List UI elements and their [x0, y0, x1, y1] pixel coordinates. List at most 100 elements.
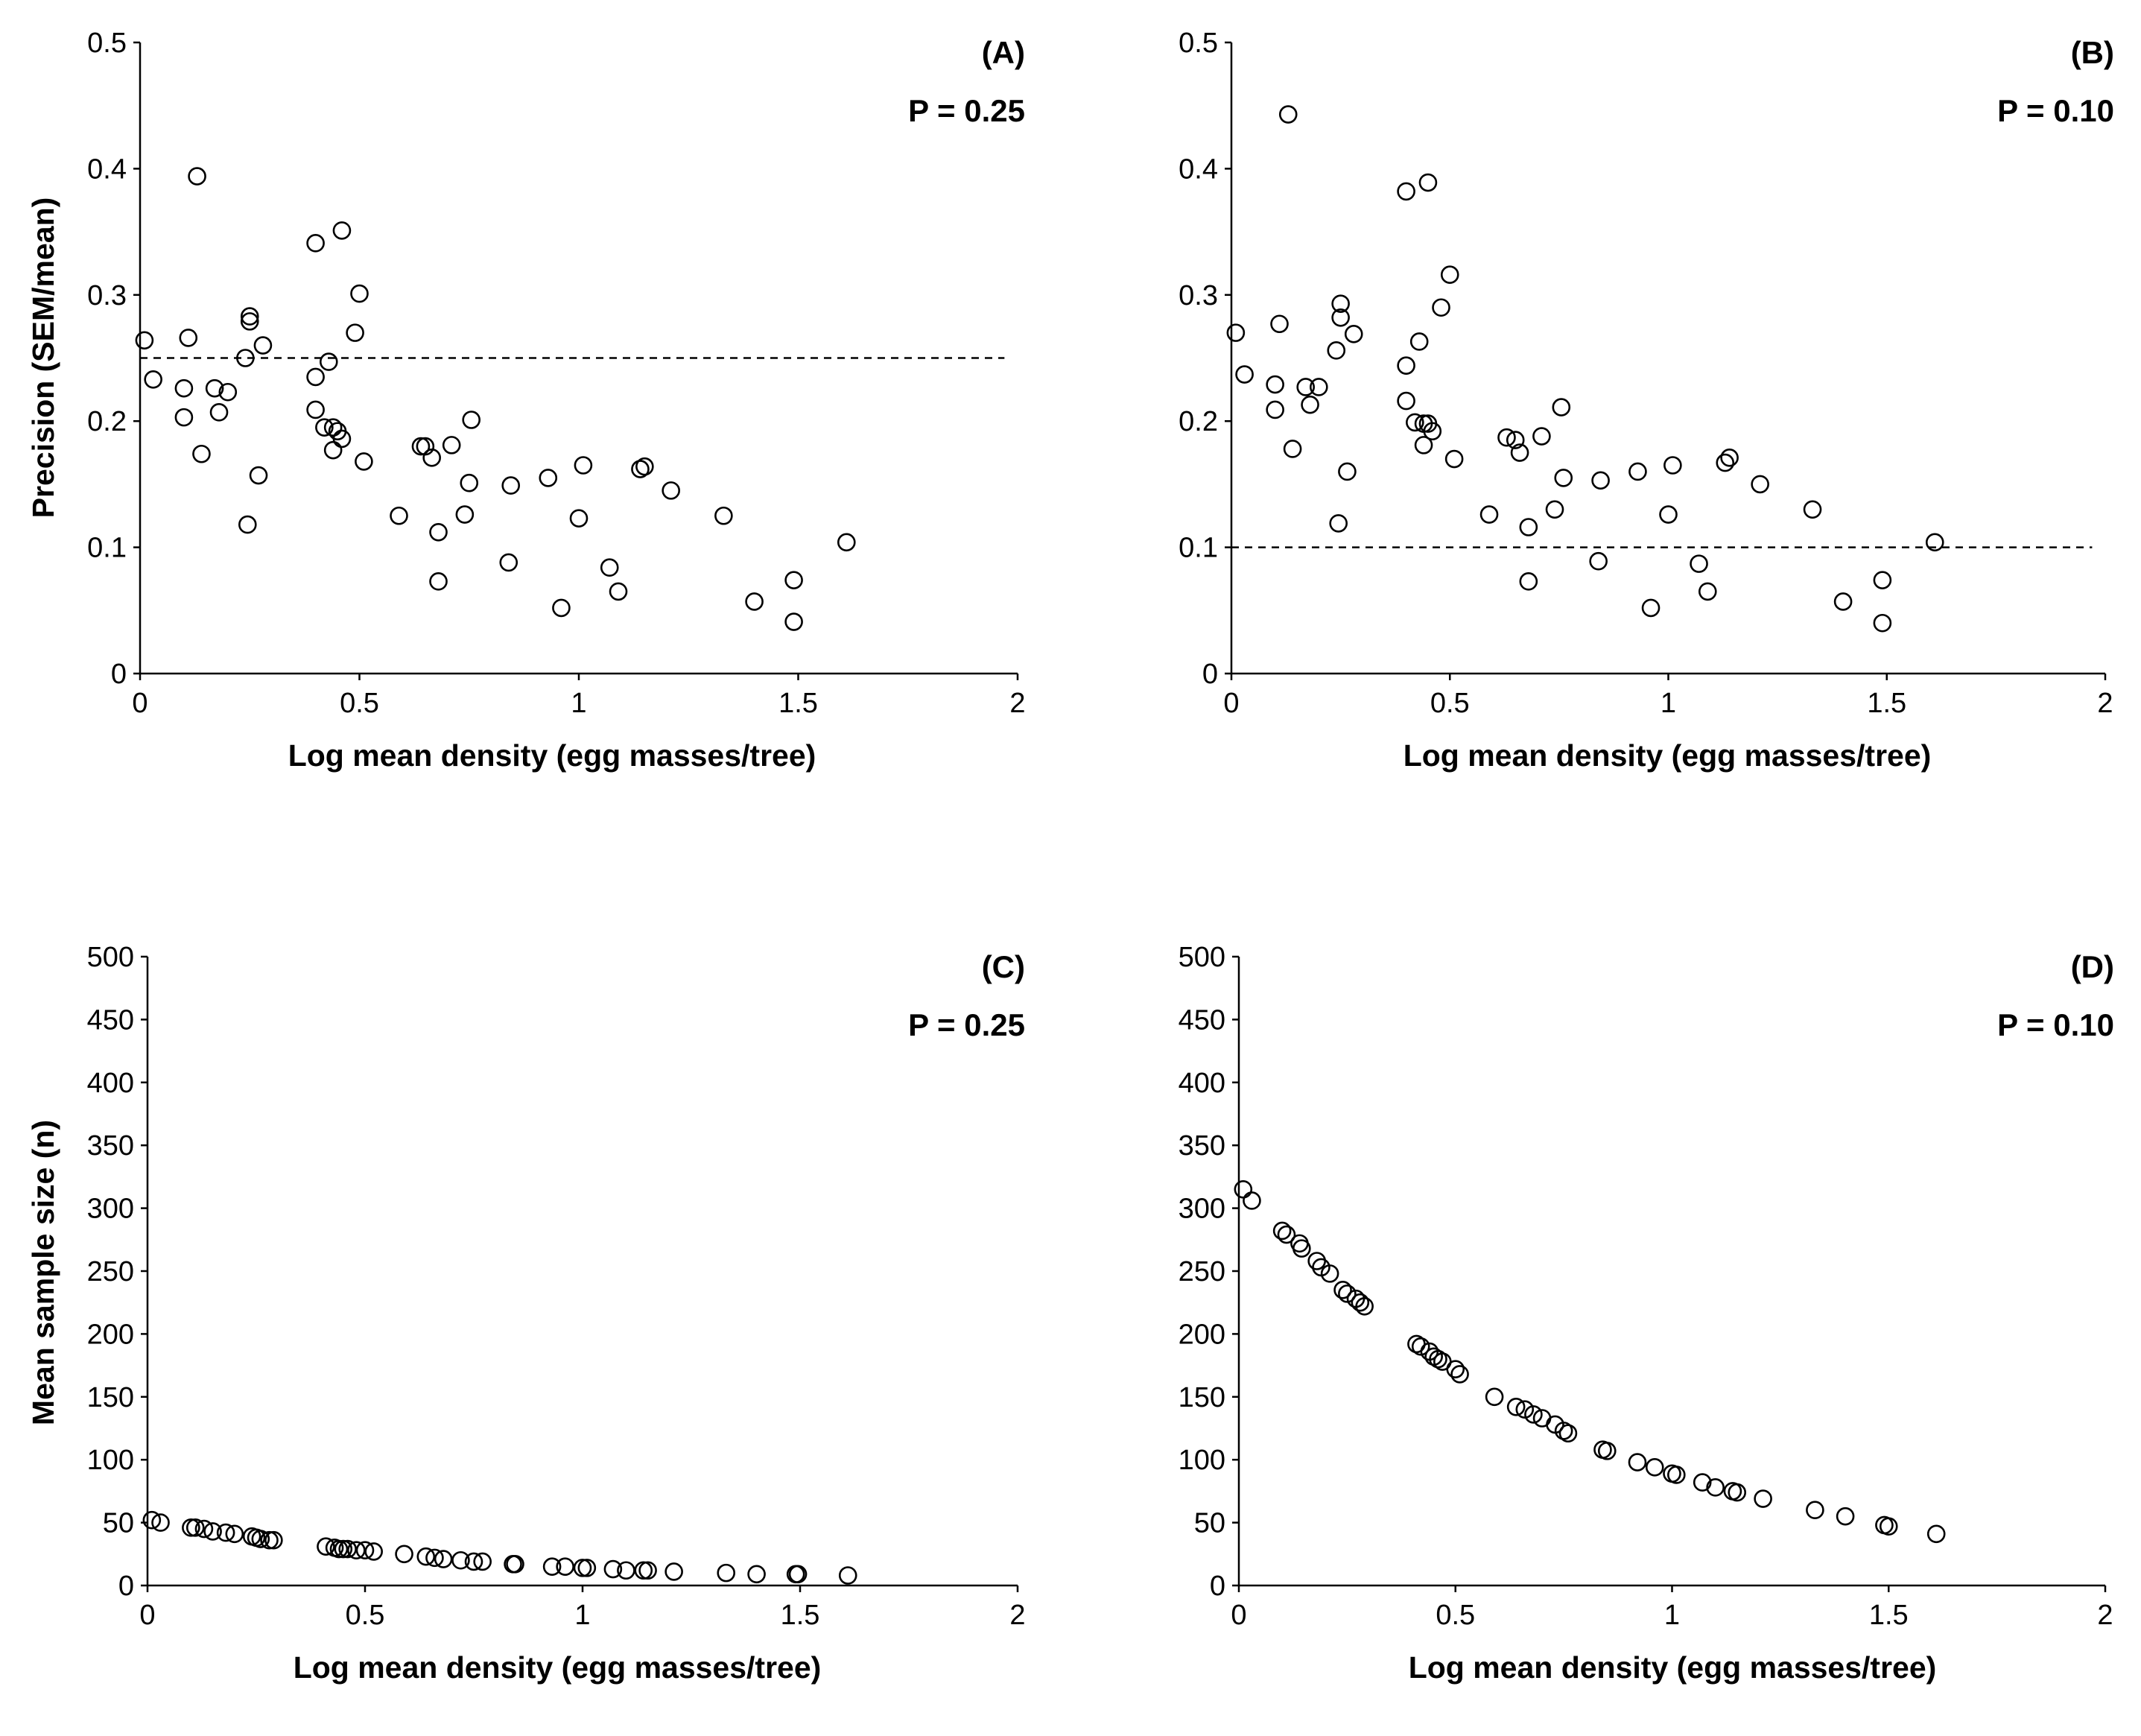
panel-b-data-point [1510, 443, 1529, 462]
panel-c-data-point [225, 1524, 244, 1544]
panel-d-data-point [1667, 1466, 1686, 1484]
panel-b-data-point [1873, 571, 1892, 589]
panel-d-data-point [1234, 1179, 1253, 1199]
panel-a-data-point [501, 476, 521, 495]
panel-d-data-point [1333, 1281, 1352, 1299]
panel-d-x-tick-label: 2 [2097, 1600, 2113, 1631]
panel-b-data-point [1506, 431, 1525, 449]
panel-a-data-point [306, 400, 325, 419]
panel-c-data-point [364, 1542, 383, 1561]
panel-c-data-point [317, 1537, 335, 1556]
panel-c-x-tick-label: 2 [1009, 1600, 1025, 1631]
panel-b-x-tick-label: 1.5 [1867, 688, 1906, 719]
panel-b-x-tick-label: 2 [2097, 688, 2113, 719]
panel-c-y-tick-label: 200 [87, 1319, 134, 1350]
panel-d-y-tick-label: 500 [1179, 942, 1225, 973]
panel-c-data-point [425, 1548, 444, 1568]
panel-c-data-point [260, 1530, 279, 1550]
panel-a-data-point [306, 367, 325, 387]
panel-b-data-point [1432, 298, 1450, 317]
panel-a-data-point [188, 167, 206, 186]
panel-c-data-point [182, 1518, 200, 1537]
panel-d-data-point [1450, 1365, 1469, 1384]
panel-a-data-point [144, 370, 162, 389]
panel-d-x-tick-label: 0.5 [1436, 1600, 1475, 1631]
panel-a-data-point [218, 382, 238, 402]
panel-c-data-point [788, 1565, 808, 1584]
panel-a-data-point [455, 505, 475, 524]
panel-b-data-point [1444, 449, 1464, 469]
panel-c-x-tick-label: 0 [139, 1600, 155, 1631]
panel-b-label: (B) [2071, 35, 2114, 70]
panel-b-data-point [1751, 475, 1769, 494]
panel-b-data-point [1226, 323, 1246, 342]
panel-d-data-point [1558, 1424, 1578, 1443]
panel-d-x-tick-label: 1 [1664, 1600, 1680, 1631]
panel-a-data-point [249, 466, 268, 485]
panel-c: (C) P = 0.25 Log mean density (egg masse… [26, 942, 1026, 1685]
panel-a-data-point [837, 533, 856, 552]
panel-d-y-tick-label: 100 [1179, 1445, 1225, 1476]
panel-c-data-point [556, 1557, 574, 1576]
panel-d-x-axis-title: Log mean density (egg masses/tree) [1409, 1650, 1937, 1685]
panel-c-y-tick-label: 500 [87, 942, 134, 973]
panel-b-data-point [1397, 356, 1415, 375]
panel-d-data-point [1411, 1337, 1430, 1356]
panel-a-data-point [346, 323, 364, 342]
panel-a-data-point [350, 284, 369, 303]
panel-b-x-axis-title: Log mean density (egg masses/tree) [1403, 738, 1932, 773]
panel-b-data-point [1591, 471, 1610, 490]
panel-d-data-point [1320, 1264, 1339, 1283]
panel-a-data-point [499, 553, 518, 572]
panel-d-data-point [1446, 1360, 1465, 1378]
panel-b-data-point [1414, 436, 1433, 454]
panel-b-data-point [1663, 456, 1682, 475]
panel-a-data-point [784, 571, 803, 589]
panel-c-y-tick-label: 300 [87, 1194, 134, 1225]
panel-b-data-point [1423, 422, 1442, 441]
panel-b-data-point [1479, 505, 1499, 524]
panel-c-y-tick-label: 0 [118, 1571, 134, 1602]
panel-c-data-point [251, 1530, 270, 1548]
panel-a-data-point [240, 307, 259, 326]
panel-b-data-point [1310, 378, 1328, 396]
panel-c-data-point [329, 1539, 349, 1559]
panel-d-data-point [1485, 1387, 1504, 1407]
panel-c-x-tick-label: 1.5 [781, 1600, 820, 1631]
panel-a-data-point [238, 515, 257, 534]
panel-d-data-point [1424, 1347, 1443, 1366]
panel-d: (D) P = 0.10 Log mean density (egg masse… [1179, 942, 2114, 1685]
panel-c-y-tick-label: 150 [87, 1382, 134, 1413]
panel-c-data-point [617, 1561, 635, 1580]
panel-a-data-point [745, 592, 764, 611]
panel-b: (B) P = 0.10 Log mean density (egg masse… [1179, 28, 2114, 773]
panel-b-data-point [1327, 341, 1346, 360]
panel-d-data-point [1879, 1517, 1898, 1536]
panel-c-y-tick-label: 400 [87, 1068, 134, 1099]
panel-b-data-point [1409, 332, 1429, 351]
panel-c-data-point [355, 1541, 375, 1560]
panel-c-data-point [151, 1513, 170, 1532]
panel-a-data-point [253, 336, 273, 355]
panel-a-data-point [390, 506, 408, 525]
panel-a-data-point [306, 234, 325, 253]
panel-c-data-point [542, 1557, 562, 1576]
panel-c-data-point [603, 1559, 623, 1579]
panel-d-label: (D) [2071, 949, 2114, 984]
panel-c-data-point [747, 1565, 766, 1584]
panel-c-data-point [203, 1522, 222, 1541]
panel-a-data-point [574, 456, 593, 475]
panel-a-data-point [332, 221, 352, 240]
panel-c-data-point [638, 1561, 657, 1580]
panel-a-data-point [552, 598, 571, 618]
panel-a-data-point [429, 522, 448, 542]
panel-b-data-point [1296, 378, 1316, 396]
panel-a-x-tick-label: 2 [1009, 688, 1025, 719]
panel-c-data-point [216, 1523, 235, 1542]
panel-a-data-point [240, 312, 259, 331]
panel-a-data-point [662, 481, 680, 500]
panel-a-data-point [179, 329, 198, 347]
panel-d-annotation: P = 0.10 [1997, 1007, 2114, 1042]
panel-b-data-point [1552, 398, 1571, 416]
